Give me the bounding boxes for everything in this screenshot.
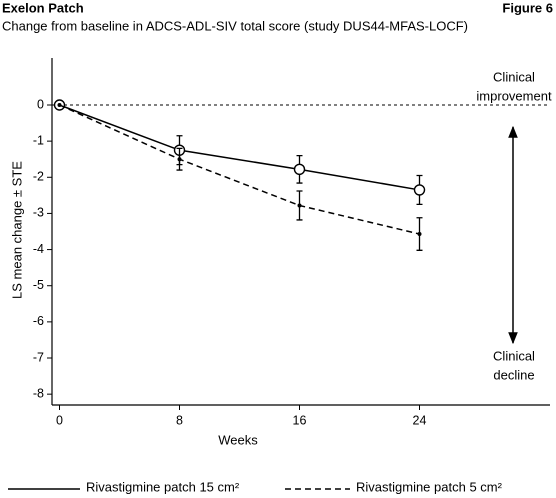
annotation: decline — [493, 367, 534, 382]
y-tick-label: -5 — [33, 278, 44, 292]
y-axis-label: LS mean change ± STE — [9, 161, 24, 299]
figure-label: Figure 6 — [502, 0, 553, 15]
y-tick-label: -1 — [33, 133, 44, 147]
point — [413, 184, 426, 196]
y-tick-label: -8 — [33, 386, 44, 400]
x-tick-label: 16 — [293, 413, 307, 427]
annotation: Clinical — [493, 69, 535, 84]
y-tick-label: -3 — [33, 206, 44, 220]
y-tick-label: -6 — [33, 314, 44, 328]
point — [293, 163, 306, 176]
annotation: Clinical — [493, 348, 535, 363]
y-tick-label: -4 — [33, 242, 44, 256]
subtitle: Change from baseline in ADCS-ADL-SIV tot… — [2, 18, 468, 33]
x-axis-label: Weeks — [218, 432, 258, 447]
legend-label: Rivastigmine patch 5 cm² — [356, 479, 503, 494]
y-tick-label: -7 — [33, 350, 44, 364]
point — [57, 102, 62, 107]
point — [417, 232, 422, 237]
chart-title: Exelon Patch — [2, 0, 84, 15]
x-tick-label: 0 — [56, 413, 63, 427]
point — [297, 203, 302, 208]
x-tick-label: 24 — [413, 413, 427, 427]
annotation: improvement — [476, 88, 552, 103]
y-tick-label: -2 — [33, 170, 44, 184]
legend-label: Rivastigmine patch 15 cm² — [86, 479, 240, 494]
series-line — [59, 104, 420, 191]
x-tick-label: 8 — [176, 413, 183, 427]
series-line — [59, 104, 420, 235]
y-tick-label: 0 — [37, 97, 44, 111]
point — [177, 157, 182, 162]
